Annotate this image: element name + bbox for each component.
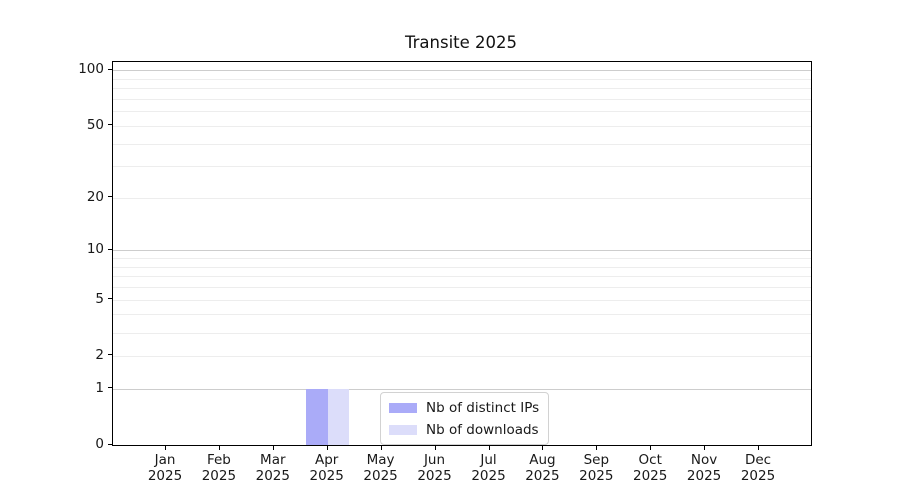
x-tick-mark-apr [326,446,328,450]
x-tick-month: Aug [529,452,556,468]
x-tick-month: Mar [260,452,286,468]
x-tick-mark-nov [704,446,706,450]
y-tick-label-2: 2 [95,346,104,363]
legend-swatch-distinct-ips [389,402,417,413]
legend-entry-distinct-ips: Nb of distinct IPs [389,398,539,417]
x-tick-label-jul: Jul 2025 [457,452,521,484]
x-tick-label-may: May 2025 [349,452,413,484]
y-tick-label-50: 50 [86,116,104,133]
minor-gridline-90 [113,78,811,80]
y-tick-mark-10 [108,248,112,250]
y-tick-mark-0 [108,443,112,445]
minor-gridline-80 [113,88,811,90]
y-tick-mark-100 [108,68,112,70]
x-tick-label-mar: Mar 2025 [241,452,305,484]
x-tick-month: Jul [480,452,497,468]
x-tick-year: 2025 [686,468,722,484]
y-tick-mark-2 [108,354,112,356]
x-tick-mark-mar [272,446,274,450]
x-tick-year: 2025 [633,468,668,484]
minor-gridline-20 [113,197,811,199]
major-gridline-100 [113,70,811,72]
x-tick-label-jan: Jan 2025 [133,452,197,484]
minor-gridline-70 [113,99,811,100]
x-tick-month: Apr [315,452,339,468]
x-tick-month: Feb [206,452,231,468]
plot-area: Nb of distinct IPs Nb of downloads [112,61,812,446]
bar-distinct-ips-apr [306,388,328,445]
y-tick-label-20: 20 [86,188,104,205]
x-tick-label-aug: Aug 2025 [510,452,574,484]
y-tick-mark-20 [108,196,112,198]
minor-gridline-3 [113,332,811,334]
y-tick-label-100: 100 [78,61,104,78]
y-tick-label-0: 0 [95,436,104,452]
y-tick-mark-50 [108,124,112,126]
y-tick-label-1: 1 [95,379,104,396]
x-tick-label-jun: Jun 2025 [403,452,467,484]
x-tick-mark-aug [542,446,544,450]
x-tick-label-feb: Feb 2025 [187,452,251,484]
x-tick-mark-may [380,446,382,450]
legend-entry-downloads: Nb of downloads [389,420,539,439]
legend: Nb of distinct IPs Nb of downloads [380,392,550,445]
y-tick-label-10: 10 [86,241,104,258]
minor-gridline-30 [113,166,811,168]
legend-label: Nb of distinct IPs [426,399,540,416]
x-tick-mark-feb [218,446,220,450]
legend-label: Nb of downloads [426,421,539,438]
x-tick-month: Dec [744,452,772,468]
x-tick-label-sep: Sep 2025 [564,452,628,484]
x-tick-year: 2025 [471,468,506,484]
y-tick-label-5: 5 [95,290,104,307]
major-gridline-1 [113,388,811,390]
x-tick-year: 2025 [525,468,560,484]
x-tick-label-apr: Apr 2025 [295,452,359,484]
x-tick-year: 2025 [579,468,614,484]
x-tick-mark-dec [758,446,759,450]
x-tick-year: 2025 [417,468,452,484]
minor-gridline-5 [113,299,811,301]
x-tick-month: May [366,452,395,468]
x-tick-year: 2025 [147,468,183,484]
x-tick-mark-jun [434,446,436,450]
x-tick-mark-sep [596,446,598,450]
x-tick-mark-jul [488,446,490,450]
x-tick-month: Jun [423,452,446,468]
minor-gridline-40 [113,143,811,145]
x-tick-label-oct: Oct 2025 [618,452,682,484]
y-tick-mark-1 [108,387,112,389]
chart-title: Transite 2025 [404,33,518,52]
x-tick-month: Sep [583,452,610,468]
bar-downloads-apr [327,388,350,445]
x-tick-mark-oct [650,446,652,450]
x-tick-year: 2025 [255,468,290,484]
x-tick-label-nov: Nov 2025 [672,452,736,484]
x-tick-year: 2025 [201,468,237,484]
legend-swatch-downloads [389,424,417,435]
minor-gridline-60 [113,111,811,113]
minor-gridline-50 [113,125,811,127]
minor-gridline-2 [113,355,811,357]
minor-gridline-7 [113,276,811,278]
x-tick-mark-jan [165,446,166,450]
x-tick-month: Jan [154,452,176,468]
x-tick-year: 2025 [309,468,344,484]
y-tick-mark-5 [108,298,112,300]
x-tick-label-dec: Dec 2025 [726,452,790,484]
x-tick-month: Oct [638,452,662,468]
major-gridline-10 [113,250,811,252]
x-tick-year: 2025 [363,468,398,484]
x-tick-year: 2025 [740,468,776,484]
minor-gridline-8 [113,266,811,268]
minor-gridline-6 [113,287,811,289]
minor-gridline-9 [113,258,811,260]
minor-gridline-4 [113,314,811,316]
x-tick-month: Nov [690,452,718,468]
